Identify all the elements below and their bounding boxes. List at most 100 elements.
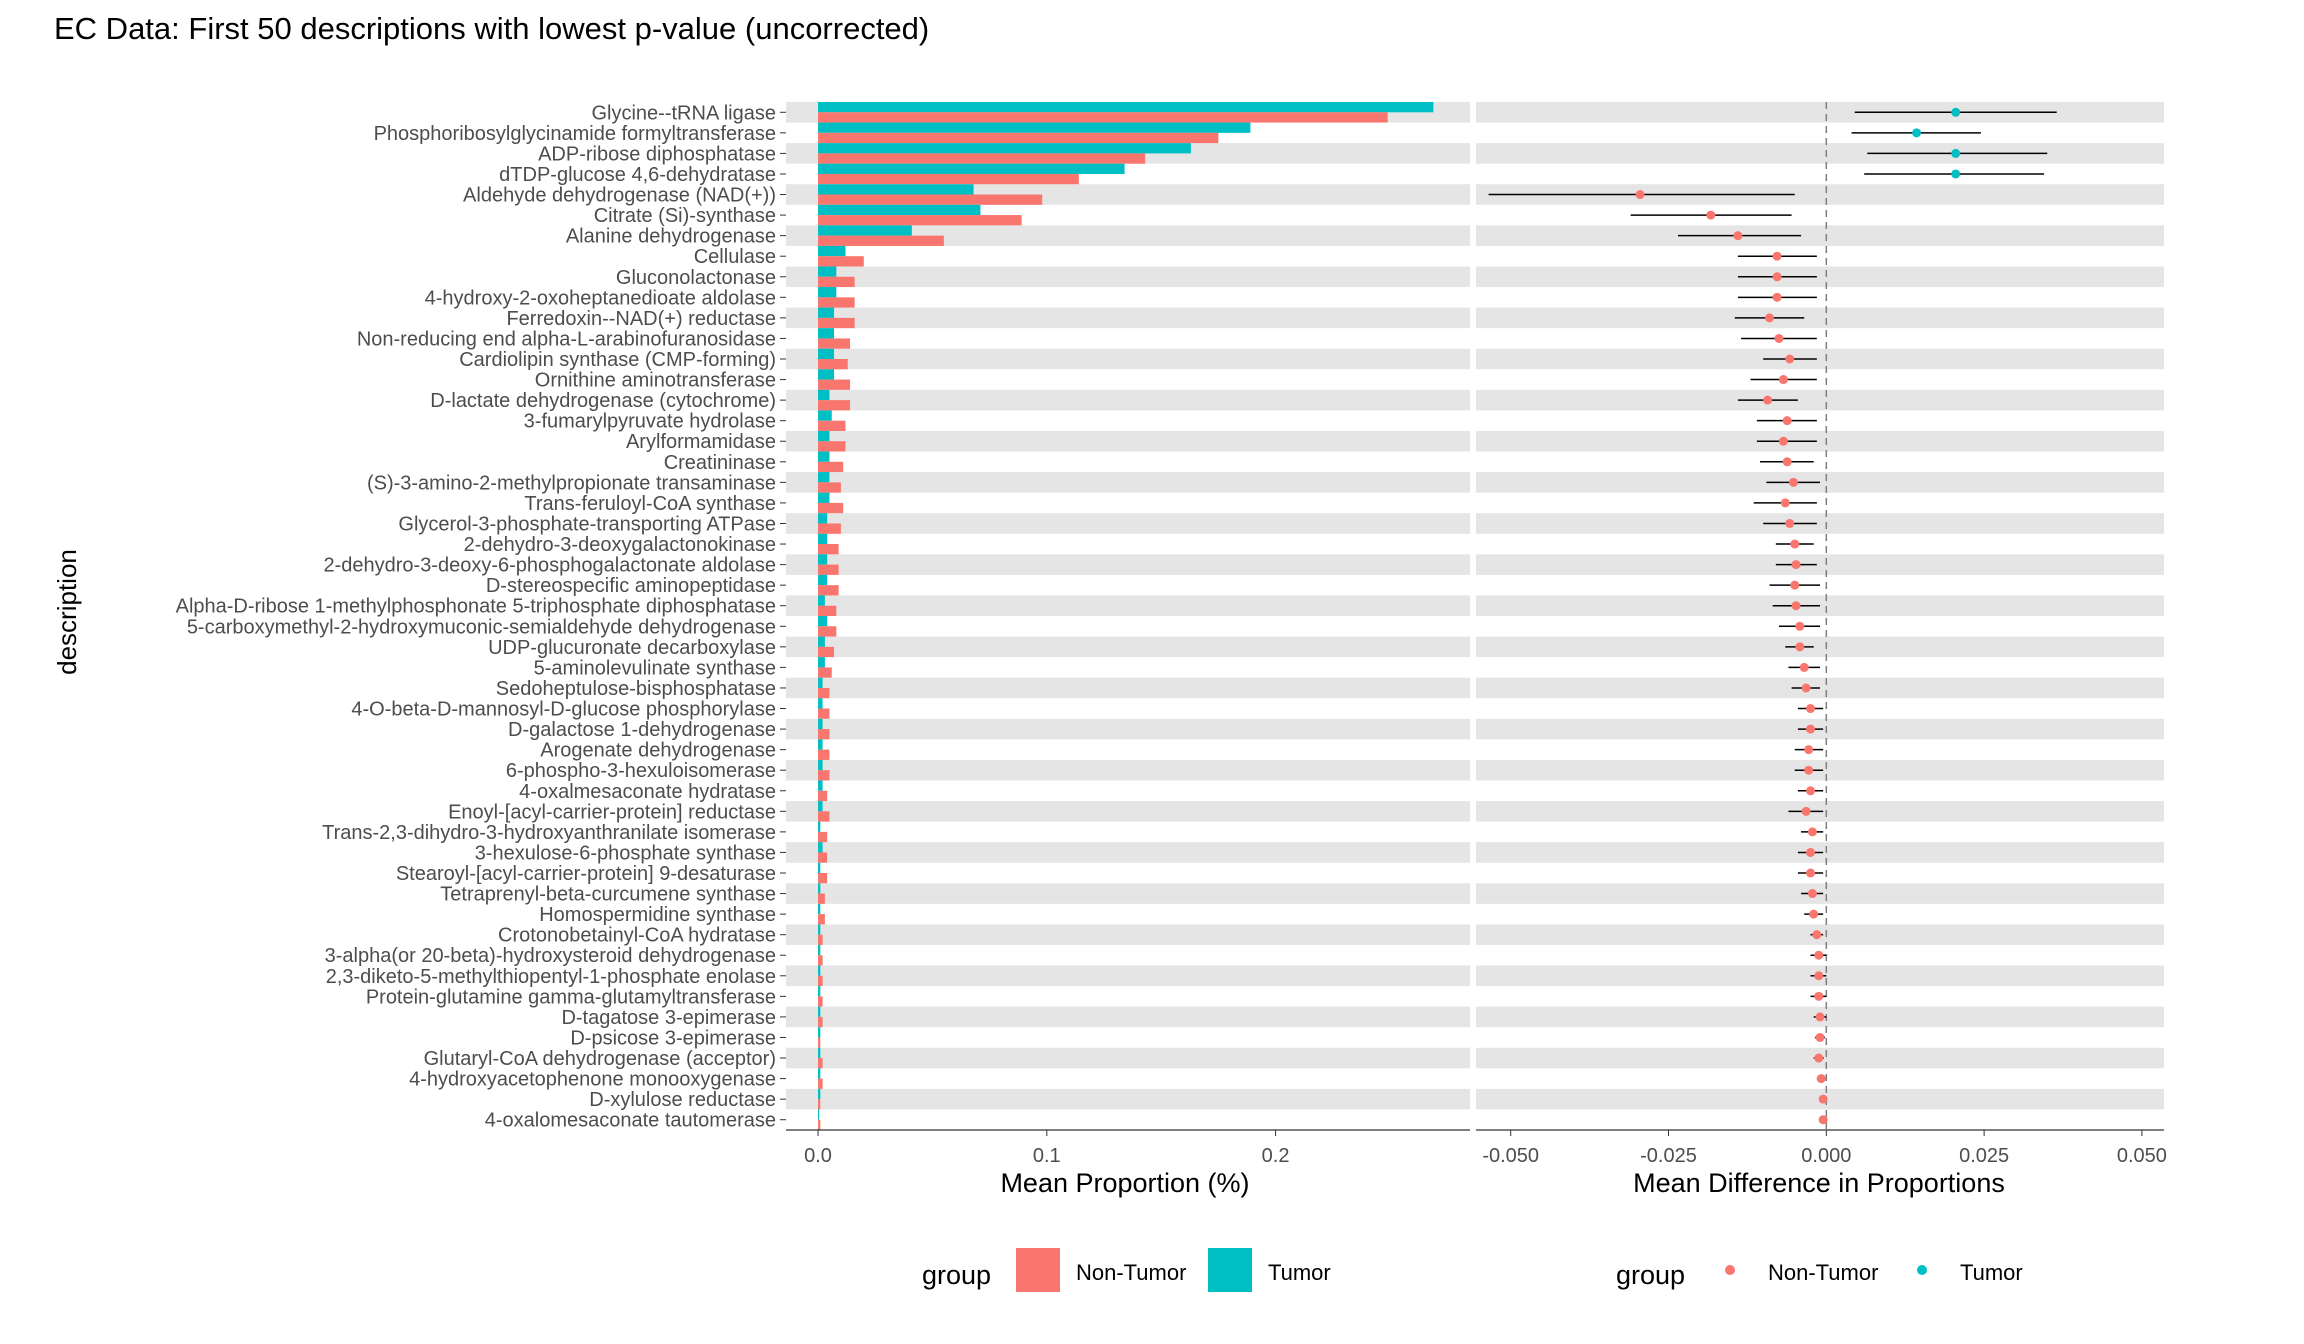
bar-tumor — [818, 389, 830, 401]
diff-x-tick-label: 0.025 — [1959, 1145, 2009, 1167]
diff-point — [1951, 169, 1961, 179]
diff-point — [1782, 416, 1792, 426]
category-label: Citrate (Si)-synthase — [594, 205, 776, 227]
bar-row-stripe — [786, 1047, 1470, 1069]
bar-tumor — [818, 657, 825, 668]
bar-tumor — [818, 513, 828, 524]
category-label: 2,3-diketo-5-methylthiopentyl-1-phosphat… — [326, 966, 776, 988]
category-label: Alanine dehydrogenase — [566, 226, 776, 248]
diff-point — [1780, 498, 1790, 508]
diff-row-stripe — [1476, 102, 2164, 123]
diff-point — [1801, 683, 1811, 693]
category-label: 4-hydroxyacetophenone monooxygenase — [409, 1069, 776, 1091]
bar-tumor — [818, 595, 825, 606]
bar-non-tumor — [818, 502, 844, 514]
bar-panel: 0.0 0.1 0.2 — [786, 102, 1470, 1167]
bar-non-tumor — [818, 1016, 823, 1028]
bar-row-stripe — [786, 225, 1470, 246]
diff-legend-label-tumor: Tumor — [1960, 1260, 2023, 1285]
diff-point — [1795, 642, 1805, 652]
category-label: D-xylulose reductase — [589, 1089, 776, 1111]
category-label: Crotonobetainyl-CoA hydratase — [498, 925, 776, 947]
category-label: 3-alpha(or 20-beta)-hydroxysteroid dehyd… — [325, 945, 776, 967]
bar-tumor — [818, 780, 823, 791]
bar-tumor — [818, 862, 821, 873]
y-axis-title: description — [52, 549, 82, 675]
bar-row-stripe — [786, 348, 1470, 370]
category-label: Stearoyl-[acyl-carrier-protein] 9-desatu… — [396, 863, 776, 885]
bar-non-tumor — [818, 400, 851, 411]
chart-title: EC Data: First 50 descriptions with lowe… — [54, 11, 929, 46]
diff-point — [1790, 580, 1800, 590]
bar-non-tumor — [818, 852, 828, 863]
diff-point — [1816, 1074, 1826, 1084]
bar-tumor — [818, 616, 828, 627]
diff-point — [1812, 930, 1822, 940]
bar-non-tumor — [818, 893, 825, 904]
category-label: Arogenate dehydrogenase — [540, 740, 776, 762]
bar-non-tumor — [818, 173, 1079, 185]
category-label: Sedoheptulose-bisphosphatase — [496, 678, 776, 700]
category-label: UDP-glucuronate decarboxylase — [488, 637, 776, 659]
bar-tumor — [818, 307, 835, 318]
category-label: 4-oxalomesaconate tautomerase — [485, 1110, 776, 1132]
category-label: 5-carboxymethyl-2-hydroxymuconic-semiald… — [187, 616, 776, 638]
category-label: D-tagatose 3-epimerase — [561, 1007, 776, 1029]
bar-row-stripe — [786, 266, 1470, 288]
diff-row-stripe — [1476, 636, 2164, 658]
bar-tumor — [818, 245, 846, 257]
category-label: Enoyl-[acyl-carrier-protein] reductase — [448, 801, 776, 823]
bar-non-tumor — [818, 379, 851, 390]
bar-row-stripe — [786, 965, 1470, 987]
diff-point — [1778, 436, 1788, 446]
diff-point — [1804, 765, 1814, 775]
category-label: D-lactate dehydrogenase (cytochrome) — [430, 390, 776, 412]
bar-tumor — [818, 369, 835, 380]
bar-legend: group Non-Tumor Tumor — [922, 1248, 1331, 1292]
bar-tumor — [818, 122, 1251, 133]
bar-row-stripe — [786, 513, 1470, 534]
diff-point — [1772, 292, 1782, 302]
category-label: Glutaryl-CoA dehydrogenase (acceptor) — [424, 1048, 776, 1070]
bar-row-stripe — [786, 472, 1470, 493]
bar-non-tumor — [818, 297, 855, 308]
bar-tumor — [818, 328, 835, 339]
bar-non-tumor — [818, 194, 1043, 205]
diff-x-tick-label: 0.050 — [2117, 1145, 2167, 1167]
bar-tumor — [818, 451, 830, 462]
bar-tumor — [818, 287, 837, 298]
bar-tumor — [818, 102, 1434, 113]
bar-non-tumor — [818, 482, 841, 493]
bar-row-stripe — [786, 842, 1470, 863]
bar-non-tumor — [818, 975, 823, 987]
diff-point — [1785, 518, 1795, 528]
bar-tumor — [818, 143, 1191, 154]
bar-tumor — [818, 204, 981, 216]
bar-legend-label-tumor: Tumor — [1268, 1260, 1331, 1285]
bar-tumor — [818, 965, 821, 976]
diff-point — [1778, 375, 1788, 385]
category-label: Aldehyde dehydrogenase (NAD(+)) — [463, 185, 776, 207]
bar-tumor — [818, 1109, 820, 1120]
diff-point — [1815, 1012, 1825, 1022]
category-label: 5-aminolevulinate synthase — [534, 657, 776, 679]
bar-non-tumor — [818, 708, 830, 719]
diff-point — [1790, 539, 1800, 549]
category-label: Creatininase — [664, 452, 776, 474]
diff-point — [1806, 704, 1816, 714]
bar-non-tumor — [818, 770, 830, 781]
bar-tumor — [818, 944, 821, 956]
diff-point — [1818, 1094, 1828, 1104]
bar-row-stripe — [786, 718, 1470, 740]
bar-non-tumor — [818, 1058, 823, 1069]
bar-non-tumor — [818, 441, 846, 452]
bar-x-tick-label: 0.1 — [1033, 1145, 1061, 1167]
category-label: D-psicose 3-epimerase — [570, 1027, 776, 1049]
bar-legend-title: group — [922, 1260, 991, 1290]
bar-non-tumor — [818, 112, 1388, 123]
diff-point — [1774, 333, 1784, 343]
bar-legend-key-non-tumor — [1016, 1248, 1060, 1292]
bar-tumor — [818, 163, 1125, 174]
diff-point — [1818, 1115, 1828, 1125]
